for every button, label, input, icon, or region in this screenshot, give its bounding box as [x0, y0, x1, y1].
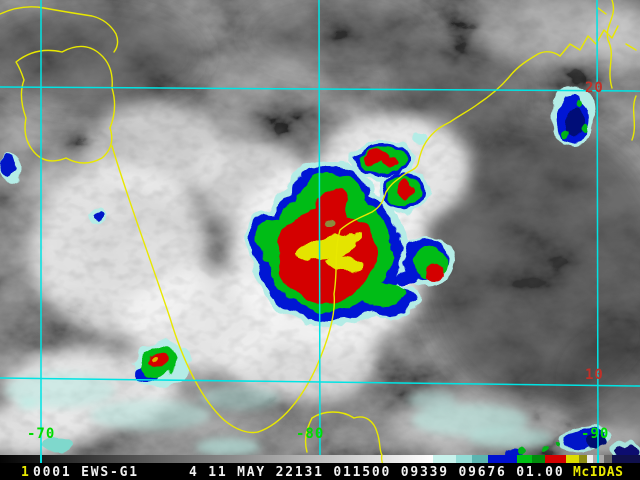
image-id-text: 0001 EWS-G1: [33, 465, 139, 480]
grid-line-extension-70: [40, 455, 42, 468]
latlon-grid-lines: [0, 0, 640, 455]
northeast-storm-enhancement: [350, 131, 429, 213]
frame-number: 1: [21, 465, 31, 480]
longitude-label-80: -80: [296, 426, 325, 442]
latitude-label-20: 20: [585, 80, 604, 96]
topright-storm-enhancement: [551, 86, 595, 146]
image-time-text: 4 11 MAY 22131 011500 09339 09676 01.00: [189, 465, 565, 480]
latitude-label-10: 10: [585, 367, 604, 383]
mcidas-brand: McIDAS: [573, 465, 624, 480]
satellite-imagery[interactable]: [0, 0, 640, 455]
status-bar: 1 0001 EWS-G1 4 11 MAY 22131 011500 0933…: [0, 463, 640, 480]
coastline-overlay: [0, 0, 637, 455]
longitude-label-70: -70: [27, 426, 56, 442]
longitude-label-90: -90: [581, 426, 610, 442]
enhancement-colorbar: [0, 455, 640, 463]
pale-cyan-patches: [5, 372, 552, 455]
grid-line-extension-90: [597, 455, 599, 464]
east-storm-enhancement: [393, 236, 454, 286]
southwest-storm-enhancement: [132, 341, 192, 387]
main-storm-enhancement: [245, 160, 420, 329]
